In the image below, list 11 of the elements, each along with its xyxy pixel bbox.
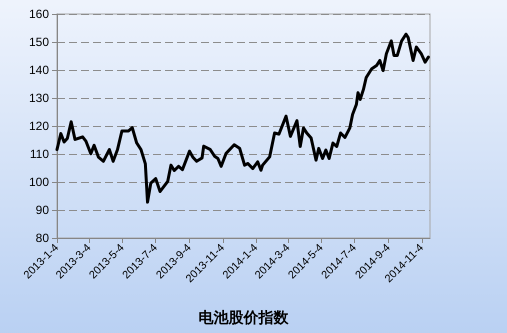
y-tick-label: 80 — [36, 231, 50, 245]
y-tick-label: 120 — [28, 119, 50, 133]
y-tick-label: 140 — [28, 63, 50, 77]
line-series — [56, 32, 430, 204]
y-tick-label: 100 — [28, 175, 50, 189]
y-tick-label: 150 — [28, 35, 50, 49]
y-tick-label: 160 — [28, 7, 50, 21]
y-tick-label: 130 — [28, 91, 50, 105]
y-tick-label: 110 — [30, 147, 50, 161]
x-axis-title: 电池股价指数 — [198, 308, 290, 326]
y-tick-label: 90 — [36, 203, 50, 217]
